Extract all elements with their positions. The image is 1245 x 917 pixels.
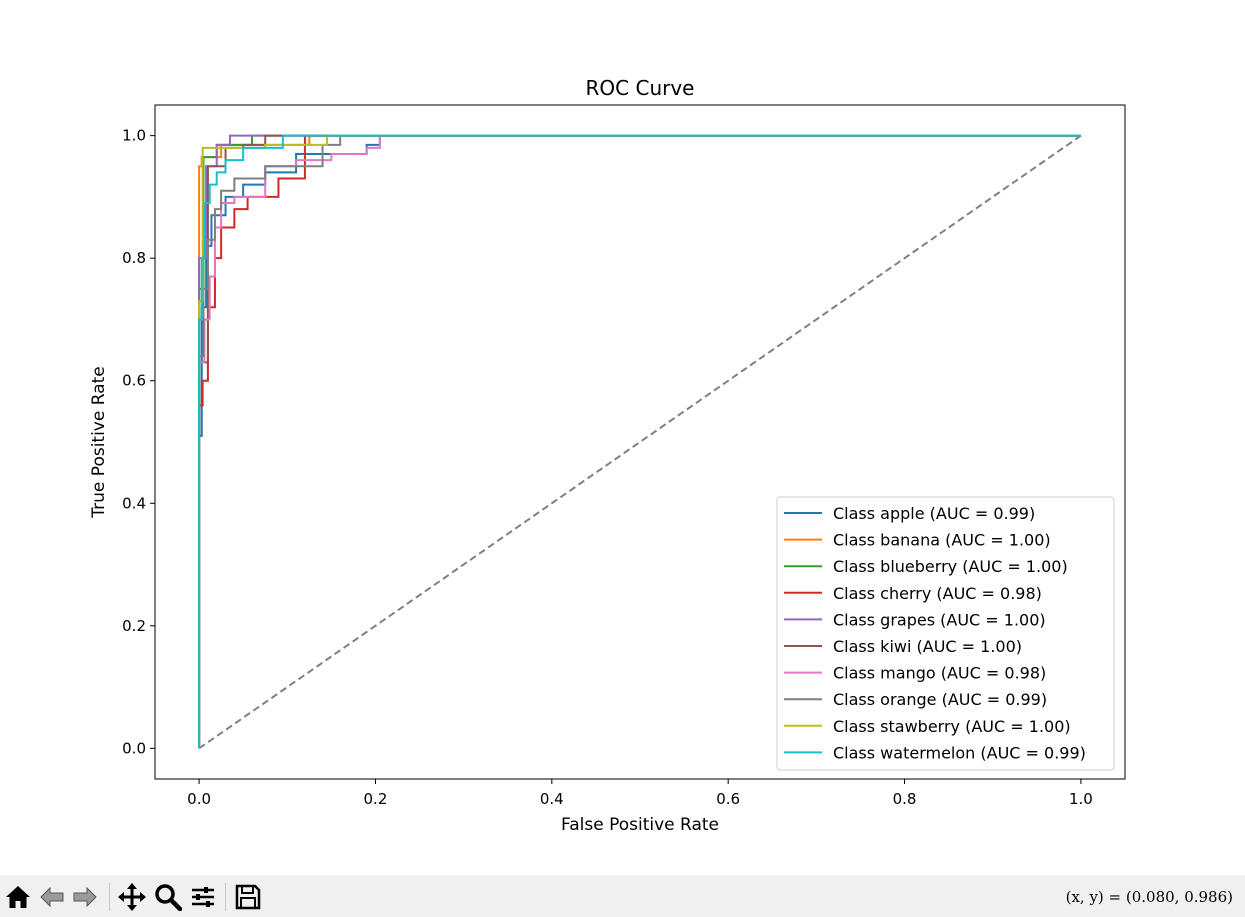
roc-series-line-9 (198, 134, 1081, 749)
legend-entry: Class orange (AUC = 0.99) (833, 690, 1047, 709)
pan-button[interactable] (117, 882, 147, 912)
figure: ROC Curve 0.0 0.2 0.4 0.6 0.8 1.0 0.0 0.2 0.4 0.6… (89, 76, 1126, 835)
y-tick-label: 0.6 (122, 372, 146, 390)
subplots-button[interactable] (188, 882, 218, 912)
legend-entry: Class mango (AUC = 0.98) (833, 664, 1046, 683)
x-tick-label: 0.4 (540, 790, 564, 808)
legend-frame (776, 496, 1115, 771)
legend-entry: Class stawberry (AUC = 1.00) (833, 717, 1071, 736)
legend-entry: Class watermelon (AUC = 0.99) (833, 743, 1086, 762)
plot-frame (154, 104, 1126, 780)
x-tick-label: 0.2 (364, 790, 388, 808)
back-button[interactable] (37, 882, 67, 912)
roc-curves (198, 134, 1082, 750)
forward-button[interactable] (70, 882, 100, 912)
home-button[interactable] (3, 882, 33, 912)
zoom-icon (155, 884, 182, 911)
legend-entry: Class grapes (AUC = 1.00) (833, 610, 1046, 629)
forward-arrow-icon (73, 886, 97, 908)
back-arrow-icon (40, 886, 64, 908)
axis-ticks: 0.0 0.2 0.4 0.6 0.8 1.0 0.0 0.2 0.4 0.6 0.8 1.0 (122, 127, 1093, 808)
y-tick-label: 1.0 (122, 127, 146, 145)
save-icon (235, 884, 261, 910)
legend-entry: Class apple (AUC = 0.99) (833, 504, 1035, 523)
roc-series-line-6 (198, 134, 1081, 749)
legend-entry: Class cherry (AUC = 0.98) (833, 584, 1042, 603)
y-tick-label: 0.8 (122, 249, 146, 267)
y-axis-label: True Positive Rate (89, 366, 109, 518)
roc-series-line-1 (198, 134, 1081, 749)
chart-title: ROC Curve (586, 76, 695, 100)
subplots-icon (192, 887, 214, 907)
legend-entry: Class banana (AUC = 1.00) (833, 531, 1051, 550)
y-tick-label: 0.4 (122, 494, 146, 512)
toolbar: (x, y) = (0.080, 0.986) (0, 875, 1245, 917)
chance-diagonal-line (198, 134, 1082, 750)
x-tick-label: 0.6 (716, 790, 740, 808)
toolbar-separator (109, 883, 110, 911)
coordinate-readout: (x, y) = (0.080, 0.986) (1065, 888, 1233, 906)
x-axis-label: False Positive Rate (561, 815, 719, 835)
pan-icon (118, 883, 146, 911)
x-tick-label: 0.0 (187, 790, 211, 808)
legend-entry: Class blueberry (AUC = 1.00) (833, 557, 1068, 576)
zoom-button[interactable] (153, 882, 183, 912)
legend: Class apple (AUC = 0.99) Class banana (AU… (776, 496, 1115, 771)
x-tick-label: 1.0 (1069, 790, 1093, 808)
toolbar-separator (225, 883, 226, 911)
home-icon (6, 886, 30, 908)
y-tick-label: 0.2 (122, 617, 146, 635)
save-button[interactable] (233, 882, 263, 912)
legend-entry: Class kiwi (AUC = 1.00) (833, 637, 1022, 656)
y-tick-label: 0.0 (122, 739, 146, 757)
x-tick-label: 0.8 (893, 790, 917, 808)
